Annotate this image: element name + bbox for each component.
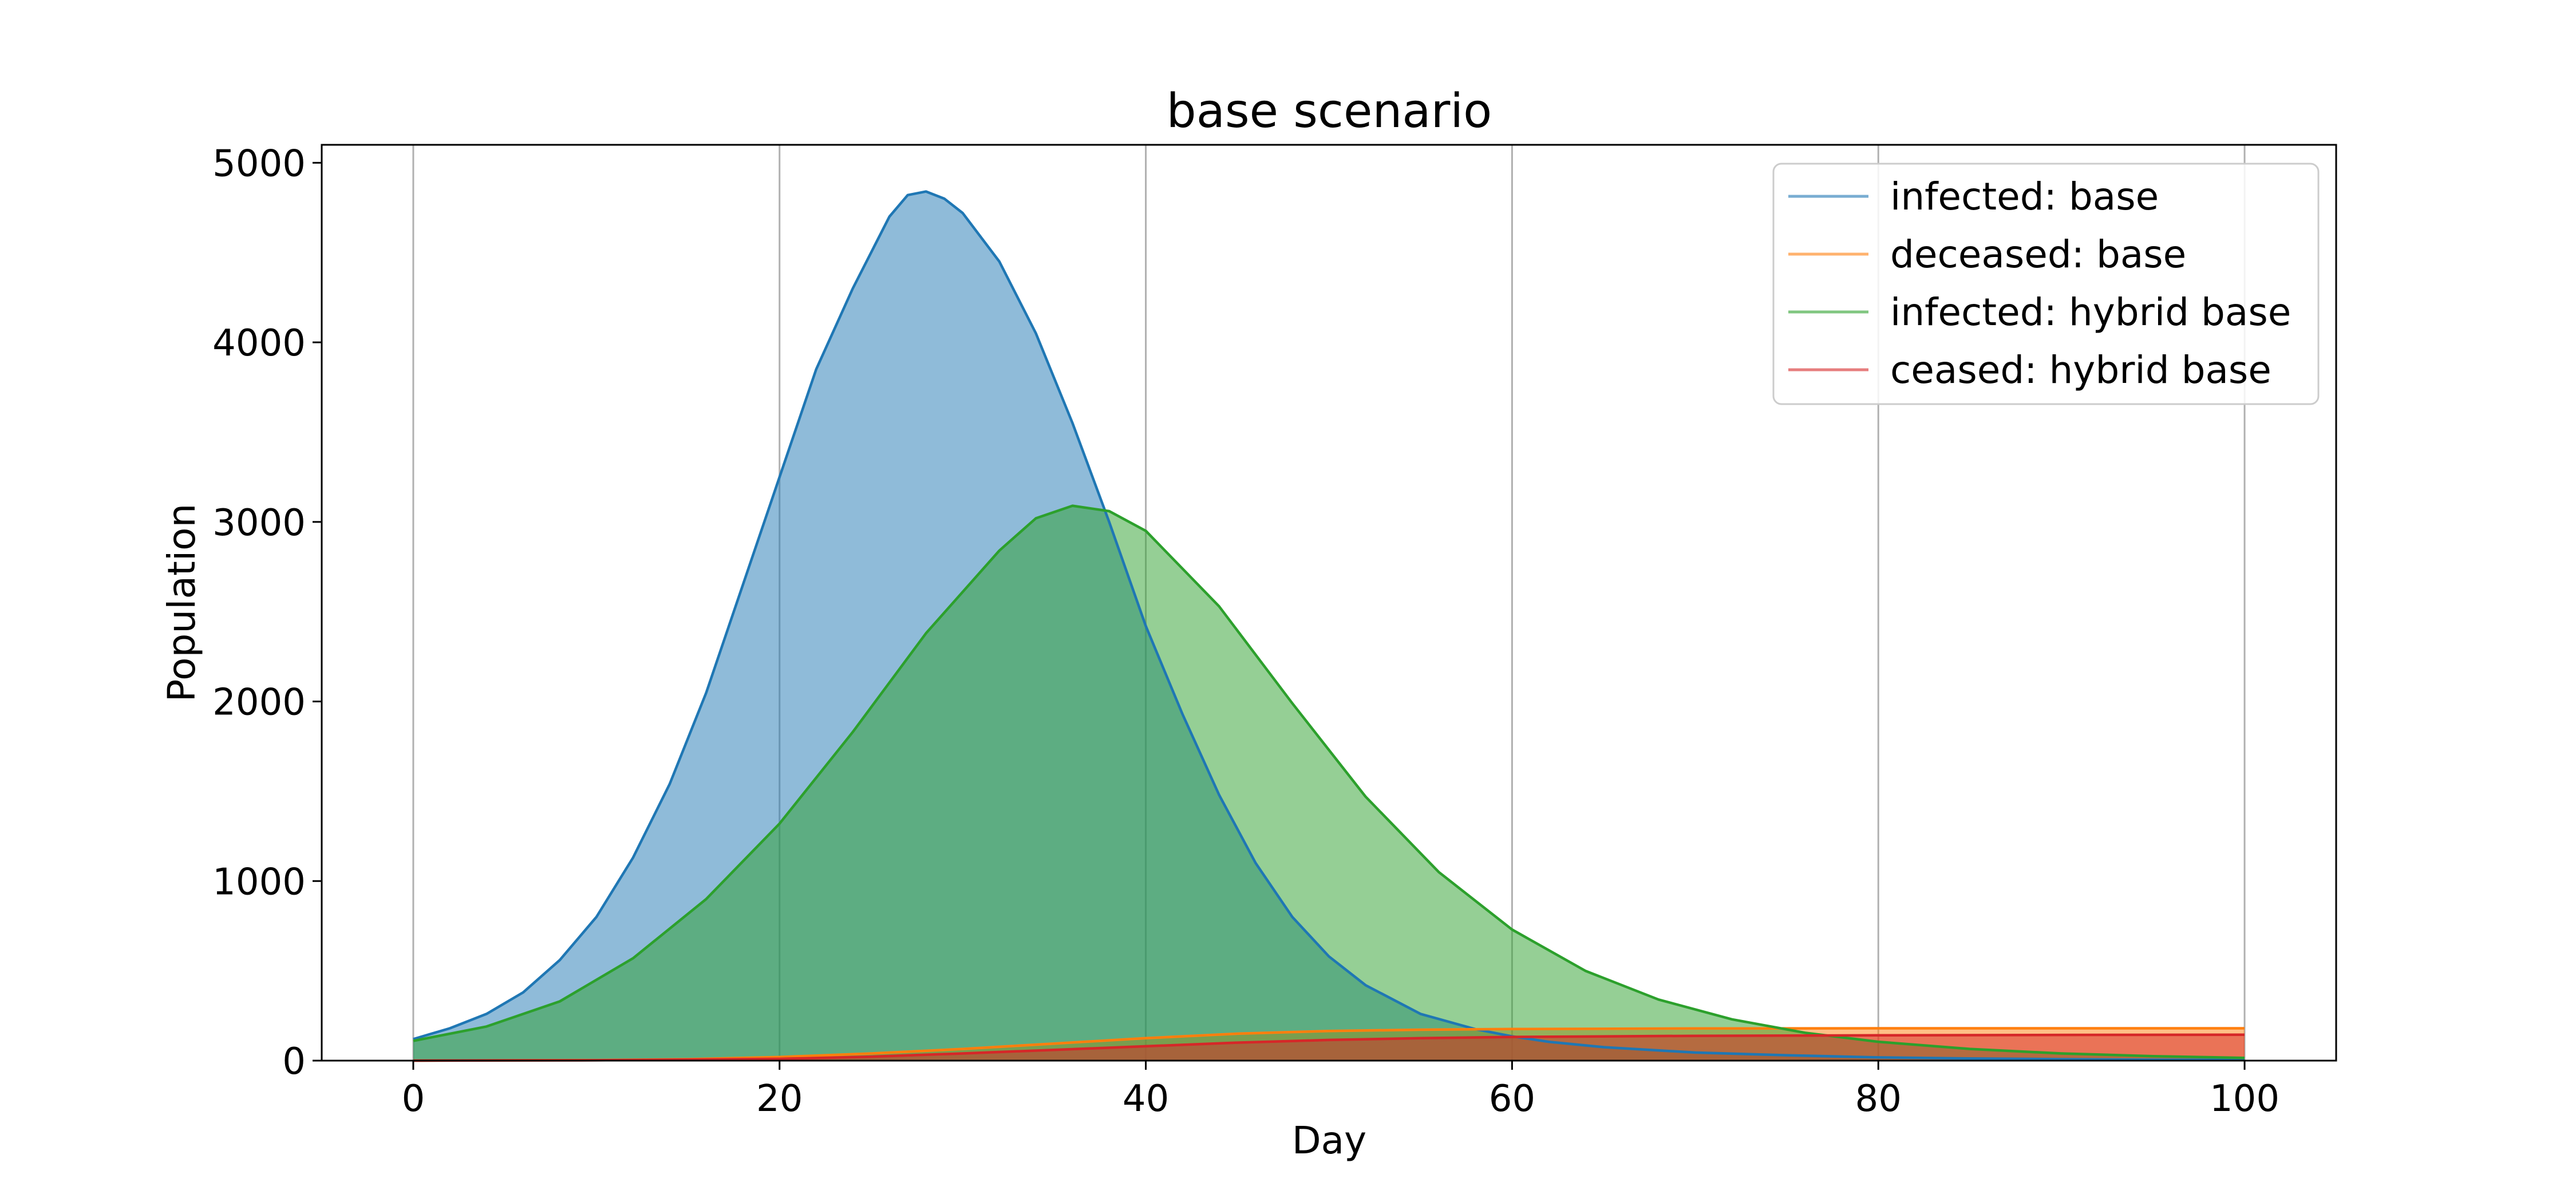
y-tick-label-0: 0 [282,1041,306,1083]
legend-label-0: infected: base [1890,175,2159,219]
legend-label-2: infected: hybrid base [1890,290,2291,334]
legend: infected: base deceased: base infected: hy… [1772,163,2320,405]
y-tick-label-5000: 5000 [212,143,306,185]
x-axis-label: Day [1292,1118,1366,1163]
plot-frame [321,144,2337,1062]
x-tick-label-100: 100 [2210,1078,2279,1120]
legend-label-1: deceased: base [1890,232,2186,276]
x-axis-ticks: 0 20 40 60 80 100 [402,1061,2279,1120]
y-tick-label-4000: 4000 [212,322,306,365]
x-tick-label-20: 20 [756,1078,803,1120]
y-tick-label-1000: 1000 [212,861,306,903]
series-line-2 [413,504,2245,1059]
y-tick-label-3000: 3000 [212,502,306,544]
x-tick-label-40: 40 [1123,1078,1169,1120]
y-axis-label: Population [160,504,204,702]
y-axis-ticks: 0 1000 2000 3000 4000 5000 [212,143,322,1083]
chart-title: base scenario [1167,84,1492,139]
x-tick-label-60: 60 [1489,1078,1535,1120]
x-tick-label-80: 80 [1855,1078,1902,1120]
legend-box [1772,163,2320,405]
series-line-0 [413,190,2245,1061]
series-fill-2 [413,505,2245,1061]
x-tick-label-0: 0 [402,1078,425,1120]
series-line-3 [413,1033,2245,1062]
y-tick-label-2000: 2000 [212,682,306,724]
series-lines [413,190,2245,1062]
legend-label-3: ceased: hybrid base [1890,348,2271,392]
